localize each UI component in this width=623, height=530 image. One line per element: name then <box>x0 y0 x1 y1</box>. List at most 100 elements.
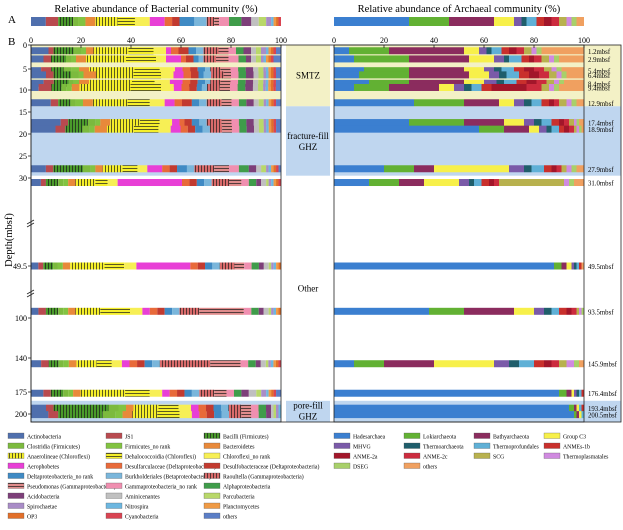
bacteria-row-16-segment-bacilli-firmicutes- <box>53 404 109 412</box>
bacteria-row-5-segment-alphaproteobacteria <box>238 79 246 87</box>
bacteria-row-5-segment-firmicutes-no-rank <box>73 79 79 87</box>
bacteria-row-1-segment-anaerolineae-chloroflexi- <box>93 47 129 55</box>
bacteria-row-8-segment-spirochaetae <box>263 119 267 127</box>
bacteria-row-3-segment-op3 <box>270 67 274 75</box>
bacteria-row-11-segment-deltaproteobacteria-no-rank <box>196 179 205 187</box>
archaea-row-10-segment-hadesarchaea <box>334 165 384 173</box>
archaea-row-11-segment-thermoarchaeota <box>469 179 474 187</box>
bacteria-row-10-segment-planctomycetes <box>271 165 274 173</box>
bacteria-legend-swatch <box>105 512 123 519</box>
archaea-row-11-segment-dseg <box>569 179 574 187</box>
archaea-row-13-segment-group-c3 <box>514 307 534 315</box>
bacteria-row-4-segment-firmicutes-no-rank <box>78 71 84 79</box>
bacteria-row-16-segment-burkholderiales-betaproteobacteria- <box>221 404 229 412</box>
bacteria-summary-segment-desulfarculaceae-deltaproteobacteria- <box>164 17 173 26</box>
y-tick-label: 140 <box>15 354 27 363</box>
sample-depth-label: 2.9mbsf <box>588 57 611 64</box>
bacteria-row-3-segment-dehalococcoidia-chloroflexi- <box>134 67 160 75</box>
archaea-row-17-segment-thermoprofundales <box>581 411 584 419</box>
archaea-row-12-segment-mhvg <box>571 262 574 270</box>
bacteria-row-10-segment-desulfobacteraceae-deltaproteobacteria- <box>169 165 178 173</box>
bacteria-row-6-segment-pseudomonas-gammaproteobacteria- <box>219 83 230 91</box>
archaea-row-13-segment-dseg <box>581 307 584 315</box>
bacteria-row-6-segment-desulfarculaceae-deltaproteobacteria- <box>181 83 190 91</box>
archaea-row-5-segment-dseg <box>559 79 564 87</box>
bacteria-row-17-segment-acidobacteria <box>266 411 272 419</box>
archaea-x-tick-label: 0 <box>332 36 336 45</box>
bacteria-row-3-segment-anaerolineae-chloroflexi- <box>89 67 135 75</box>
bacteria-row-14-segment-spirochaetae <box>268 360 271 368</box>
bacteria-row-5-segment-desulfobacteraceae-deltaproteobacteria- <box>190 79 198 87</box>
bacteria-summary-segment-dehalococcoidia-chloroflexi- <box>117 17 135 26</box>
y-axis-label: Depth(mbsf) <box>4 213 15 267</box>
bacteria-x-tick-label: 40 <box>127 36 135 45</box>
bacteria-row-3-segment-chloroflexi-no-rank <box>159 67 175 75</box>
bacteria-legend-label: Firmicutes_no rank <box>125 445 170 451</box>
bacteria-row-10-segment-alphaproteobacteria <box>238 165 249 173</box>
archaea-row-10-segment-thermoarchaeota <box>524 165 532 173</box>
archaea-row-1-segment-others <box>541 47 584 55</box>
bacteria-row-14-segment-nitrospira <box>270 360 274 368</box>
archaea-row-13-segment-bathyarchaeota <box>464 307 514 315</box>
bacteria-row-14-segment-chloroflexi-no-rank <box>111 360 122 368</box>
bacteria-row-10-segment-desulfarculaceae-deltaproteobacteria- <box>162 165 170 173</box>
bacteria-row-7-segment-raoultella-gammaproteobacteria- <box>206 99 222 107</box>
bacteria-row-17-segment-bacilli-firmicutes- <box>58 411 103 419</box>
bacteria-row-2-segment-spirochaetae <box>261 55 264 63</box>
bacteria-legend-swatch <box>203 432 221 439</box>
archaea-row-14-segment-anme-2c <box>551 360 559 368</box>
bacteria-row-4-segment-pseudomonas-gammaproteobacteria- <box>223 71 231 79</box>
archaea-row-13-segment-lokiarchaeota <box>429 307 464 315</box>
bacteria-summary-segment-parcubacteria <box>258 17 267 26</box>
archaea-row-8-segment-thermoprofundales <box>541 119 552 127</box>
archaea-chart-title: Relative abundance of Archaeal community… <box>358 4 561 15</box>
bacteria-row-6-segment-aerophobetes <box>173 83 182 91</box>
bacteria-row-5-segment-chloroflexi-no-rank <box>154 79 170 87</box>
bacteria-row-2-segment-parcubacteria <box>256 55 261 63</box>
sample-depth-label: 93.5mbsf <box>588 309 614 316</box>
bacteria-row-5-segment-op3 <box>270 79 274 87</box>
sample-depth-label: 6.4mbsf <box>588 73 611 80</box>
bacteria-legend-label: Spirochaetae <box>27 505 57 511</box>
bacteria-summary-segment-firmicutes-no-rank <box>78 17 86 26</box>
bacteria-row-13-segment-anaerolineae-chloroflexi- <box>75 307 101 315</box>
archaea-row-9-segment-mhvg <box>539 125 547 133</box>
bacteria-row-7-segment-alphaproteobacteria <box>238 99 247 107</box>
bacteria-row-12-segment-op3 <box>278 262 281 270</box>
archaea-row-1-segment-anme-2c <box>516 47 524 55</box>
bacteria-row-17-segment-desulfarculaceae-deltaproteobacteria- <box>199 411 207 419</box>
archaea-row-11-segment-others <box>574 179 584 187</box>
bacteria-row-9-segment-bacilli-firmicutes- <box>65 125 83 133</box>
archaea-legend-swatch <box>543 432 561 439</box>
bacteria-row-12-segment-anaerolineae-chloroflexi- <box>70 262 105 270</box>
archaea-row-5-segment-group-c3 <box>464 79 484 87</box>
y-tick-label: 49.5 <box>13 262 27 271</box>
archaea-legend-swatch <box>403 452 421 459</box>
bacteria-summary-segment-bacteroidetes <box>85 17 96 26</box>
archaea-row-17-segment-bathyarchaeota <box>576 411 579 419</box>
archaea-row-1-segment-anmes-1b <box>501 47 509 55</box>
bacteria-row-13-segment-raoultella-gammaproteobacteria- <box>179 307 200 315</box>
archaea-row-12-segment-hadesarchaea <box>334 262 554 270</box>
archaea-row-7-segment-bathyarchaeota <box>464 99 499 107</box>
archaea-row-3-segment-thermoprofundales <box>501 67 514 75</box>
bacteria-summary-segment-gammaproteobacteria-no-rank <box>219 17 230 26</box>
archaea-row-11-segment-scg <box>499 179 564 187</box>
archaea-legend-swatch <box>473 442 491 449</box>
archaea-row-11-segment-bathyarchaeota <box>399 179 424 187</box>
bacteria-legend-swatch <box>7 492 25 499</box>
archaea-row-10-segment-dseg <box>571 165 577 173</box>
archaea-row-4-segment-anmes-1b <box>519 71 529 79</box>
bacteria-row-10-segment-parcubacteria <box>261 165 267 173</box>
archaea-x-tick-label: 100 <box>578 36 590 45</box>
bacteria-row-10-segment-firmicutes-no-rank <box>90 165 96 173</box>
bacteria-legend-label: Aminicenantes <box>125 495 161 501</box>
archaea-row-2-segment-anmes-1b <box>521 55 529 63</box>
archaea-row-5-segment-lokiarchaeota <box>369 79 409 87</box>
bacteria-row-5-segment-acidobacteria <box>245 79 254 87</box>
bacteria-row-4-segment-desulfobacteraceae-deltaproteobacteria- <box>191 71 199 79</box>
archaea-row-16-segment-group-c3 <box>576 404 579 412</box>
bacteria-row-6-segment-spirochaetae <box>263 83 266 91</box>
bacteria-row-4-segment-raoultella-gammaproteobacteria- <box>211 71 224 79</box>
